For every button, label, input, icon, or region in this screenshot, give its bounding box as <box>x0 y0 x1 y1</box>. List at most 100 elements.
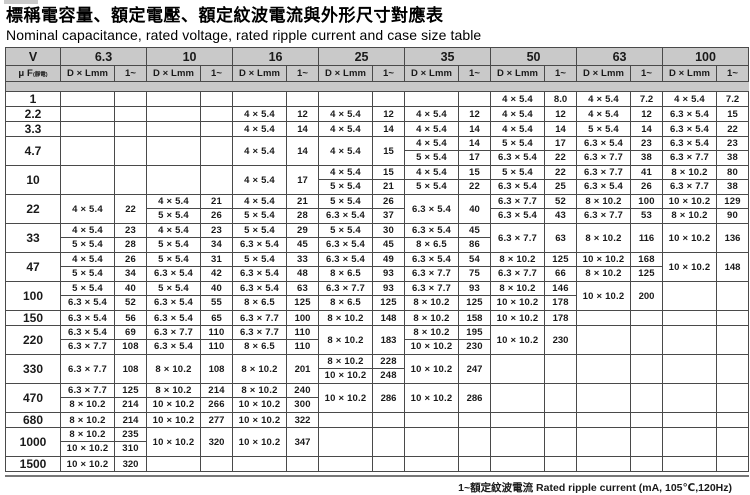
cell-dimension-line: 6.3 × 5.4 <box>325 210 366 221</box>
cell-dimension-63-2.2: 4 × 5.4 <box>576 106 632 122</box>
cell-dimension-line: 6.3 × 7.7 <box>405 283 458 296</box>
cell-ripple-50-2.2: 12 <box>544 106 578 122</box>
cell-dimension-line: 6.3 × 7.7 <box>583 152 624 163</box>
cell-dimension-10-10 <box>146 165 202 195</box>
header-ripple-6-3: 1~ <box>113 65 148 82</box>
cell-ripple-25-680 <box>372 412 406 428</box>
cell-dimension-6-3-330: 6.3 × 7.7 <box>60 354 115 384</box>
cell-ripple-line: 52 <box>125 297 136 308</box>
cell-dimension-line: 4 × 5.4 <box>61 225 114 238</box>
cell-ripple-10-220: 110 110 <box>200 325 234 355</box>
cell-ripple-line: 23 <box>115 225 146 238</box>
cell-ripple-63-3.3: 14 <box>630 121 664 137</box>
cell-dimension-100-1000 <box>662 427 718 457</box>
cell-dimension-6-3-10 <box>60 165 115 195</box>
cell-ripple-63-1: 7.2 <box>630 91 664 107</box>
cell-dimension-100-2.2: 6.3 × 5.4 <box>662 106 718 122</box>
cell-dimension-16-680: 10 × 10.2 <box>232 412 288 428</box>
cell-dimension-line: 6.3 × 5.4 <box>583 181 624 192</box>
header-ripple-50: 1~ <box>544 65 578 82</box>
table-row: 3.3 4 × 5.4 14 4 × 5.4 14 4 × 5.4 14 4 × 5.4 14 5… <box>5 121 750 137</box>
cell-dimension-50-47: 8 × 10.2 6.3 × 7.7 <box>490 252 546 282</box>
header-spacer-cell <box>113 81 148 92</box>
capacitance-value-150: 150 <box>5 310 61 326</box>
table-row: 220 6.3 × 5.4 6.3 × 7.7 69 108 6.3 × 7.7 6.3 ×… <box>5 325 750 355</box>
cell-ripple-10-10 <box>200 165 234 195</box>
cell-dimension-line: 10 × 10.2 <box>496 297 539 308</box>
cell-dimension-line: 5 × 5.4 <box>147 254 200 267</box>
cell-dimension-16-33: 5 × 5.4 6.3 × 5.4 <box>232 223 288 253</box>
header-voltage-16: 16 <box>232 47 320 66</box>
cell-ripple-line: 75 <box>469 268 480 279</box>
cell-dimension-100-100 <box>662 281 718 311</box>
cell-ripple-line: 22 <box>545 167 576 180</box>
cell-ripple-25-100: 93 125 <box>372 281 406 311</box>
cell-dimension-35-680 <box>404 412 460 428</box>
cell-dimension-line: 4 × 5.4 <box>405 138 458 151</box>
cell-dimension-25-3.3: 4 × 5.4 <box>318 121 374 137</box>
cell-ripple-6-3-470: 125 214 <box>113 383 148 413</box>
cell-ripple-25-1 <box>372 91 406 107</box>
cell-ripple-25-22: 26 37 <box>372 194 406 224</box>
table-row: 1000 8 × 10.2 10 × 10.2 235 310 10 × 10.2 320 1… <box>5 427 750 457</box>
cell-ripple-25-150: 148 <box>372 310 406 326</box>
cell-ripple-line: 22 <box>555 152 566 163</box>
cell-dimension-line: 6.3 × 5.4 <box>497 152 538 163</box>
cell-ripple-16-150: 100 <box>286 310 320 326</box>
cell-dimension-10-220: 6.3 × 7.7 6.3 × 5.4 <box>146 325 202 355</box>
capacitance-value-1500: 1500 <box>5 456 61 472</box>
cell-ripple-35-1000 <box>458 427 492 457</box>
cell-ripple-line: 30 <box>373 225 404 238</box>
cell-ripple-6-3-3.3 <box>113 121 148 137</box>
header-spacer-cell <box>630 81 664 92</box>
cell-dimension-50-4.7: 5 × 5.4 6.3 × 5.4 <box>490 136 546 166</box>
cell-dimension-line: 6.3 × 7.7 <box>491 196 544 209</box>
voltage-header-row: V 6.3 10 16 25 35 50 63 100 <box>5 47 750 66</box>
cell-dimension-63-3.3: 5 × 5.4 <box>576 121 632 137</box>
cell-ripple-63-100: 200 <box>630 281 664 311</box>
cell-ripple-line: 15 <box>373 167 404 180</box>
cell-ripple-line: 300 <box>294 399 311 410</box>
cell-ripple-line: 25 <box>555 181 566 192</box>
cell-dimension-line: 6.3 × 5.4 <box>153 297 194 308</box>
cell-dimension-line: 5 × 5.4 <box>416 152 447 163</box>
cell-dimension-line: 6.3 × 7.7 <box>669 181 710 192</box>
cell-dimension-63-1: 4 × 5.4 <box>576 91 632 107</box>
cell-dimension-line: 4 × 5.4 <box>233 196 286 209</box>
cell-dimension-63-4.7: 6.3 × 5.4 6.3 × 7.7 <box>576 136 632 166</box>
cell-ripple-63-1500 <box>630 456 664 472</box>
cell-ripple-line: 80 <box>717 167 748 180</box>
cell-ripple-line: 146 <box>545 283 576 296</box>
cell-dimension-16-150: 6.3 × 7.7 <box>232 310 288 326</box>
cell-dimension-25-100: 6.3 × 7.7 8 × 6.5 <box>318 281 374 311</box>
cell-ripple-line: 125 <box>294 297 311 308</box>
cell-ripple-63-330 <box>630 354 664 384</box>
cell-ripple-16-4.7: 14 <box>286 136 320 166</box>
header-voltage-50: 50 <box>490 47 578 66</box>
header-spacer-cell <box>146 81 202 92</box>
cell-dimension-16-1000: 10 × 10.2 <box>232 427 288 457</box>
cell-ripple-63-33: 116 <box>630 223 664 253</box>
cell-ripple-100-33: 136 <box>716 223 750 253</box>
cell-dimension-16-100: 6.3 × 5.4 8 × 6.5 <box>232 281 288 311</box>
capacitance-value-220: 220 <box>5 325 61 355</box>
cell-ripple-line: 195 <box>459 327 490 340</box>
cell-dimension-6-3-22: 4 × 5.4 <box>60 194 115 224</box>
cell-dimension-line: 10 × 10.2 <box>410 341 453 352</box>
cell-dimension-63-1500 <box>576 456 632 472</box>
header-voltage-10: 10 <box>146 47 234 66</box>
cell-ripple-6-3-680: 214 <box>113 412 148 428</box>
header-capacitance-label: μ F(靜電) <box>5 65 61 82</box>
cell-ripple-line: 63 <box>287 283 318 296</box>
cell-ripple-50-33: 63 <box>544 223 578 253</box>
cell-ripple-line: 29 <box>287 225 318 238</box>
cell-ripple-10-4.7 <box>200 136 234 166</box>
cell-ripple-line: 23 <box>717 138 748 151</box>
cell-dimension-16-330: 8 × 10.2 <box>232 354 288 384</box>
cell-ripple-35-3.3: 14 <box>458 121 492 137</box>
cell-dimension-line: 10 × 10.2 <box>577 254 630 267</box>
header-dimension-16: D × Lmm <box>232 65 288 82</box>
cell-dimension-line: 8 × 10.2 <box>491 254 544 267</box>
cell-dimension-35-3.3: 4 × 5.4 <box>404 121 460 137</box>
